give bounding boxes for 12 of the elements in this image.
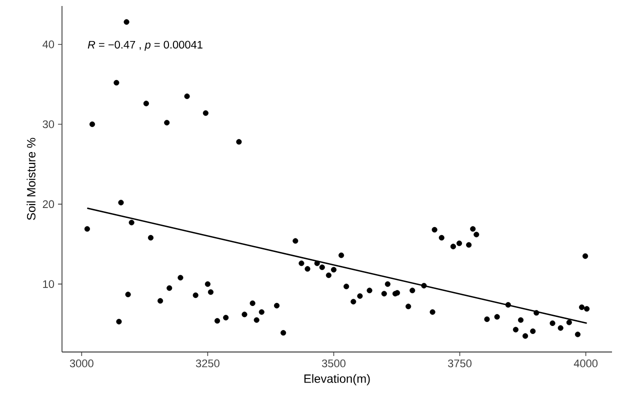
y-tick-label: 40 <box>42 40 54 48</box>
x-tick-label: 4000 <box>574 360 598 368</box>
y-tick-label: 20 <box>42 200 54 208</box>
x-tick-label: 3750 <box>448 360 472 368</box>
annotation: R = −0.47 , p = 0.00041 <box>88 40 202 51</box>
x-axis-title: Elevation(m) <box>304 374 370 386</box>
x-tick-label: 3250 <box>196 360 220 368</box>
x-tick-label: 3000 <box>70 360 94 368</box>
y-tick-label: 30 <box>42 120 54 128</box>
y-axis-title: Soil Moisture % <box>26 138 36 220</box>
x-tick-label: 3500 <box>322 360 346 368</box>
y-tick-label: 10 <box>43 280 54 288</box>
